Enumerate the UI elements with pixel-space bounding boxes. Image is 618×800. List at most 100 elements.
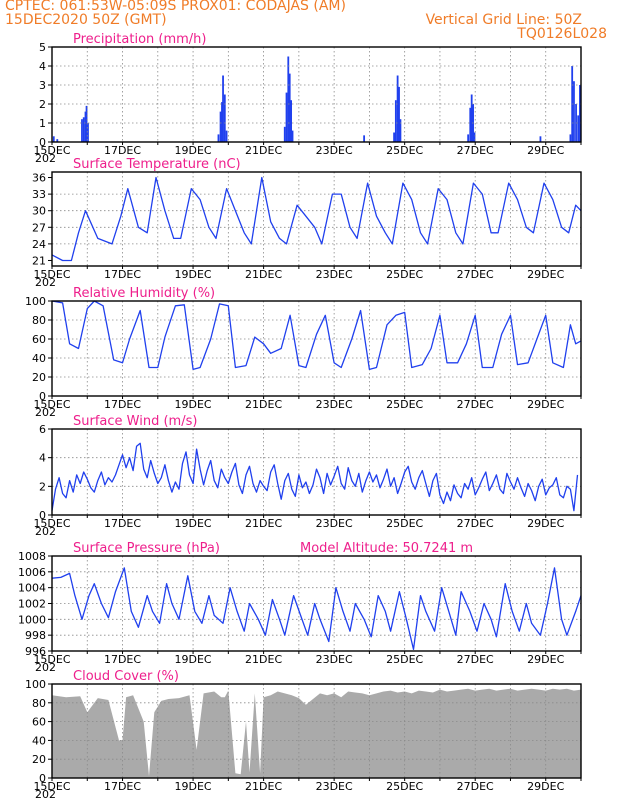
precip-bar: [467, 134, 470, 142]
x-tick-label: 17DEC: [104, 517, 141, 530]
x-year-label-clipped: 202: [35, 788, 56, 800]
x-tick-label: 25DEC: [386, 144, 423, 157]
y-tick-label: 1000: [18, 613, 46, 626]
precip-bar: [398, 86, 400, 142]
panel-0: 0 1 2 3 4 5 15DEC 17DEC 19DEC 21DEC 23DEC 25DEC 27DE…: [33, 32, 582, 165]
x-tick-label: 19DEC: [175, 398, 212, 411]
y-tick-label: 1: [39, 117, 46, 130]
y-tick-label: 0: [39, 772, 46, 785]
y-tick-label: 30: [32, 205, 46, 218]
precip-bar: [473, 132, 476, 142]
y-tick-label: 40: [32, 352, 46, 365]
y-tick-label: 6: [39, 423, 46, 436]
x-tick-label: 27DEC: [457, 398, 494, 411]
header-date-line: 15DEC2020 50Z (GMT): [5, 12, 167, 28]
x-tick-label: 25DEC: [386, 780, 423, 793]
x-tick-label: 19DEC: [175, 780, 212, 793]
x-tick-label: 23DEC: [316, 268, 353, 281]
x-tick-label: 27DEC: [457, 268, 494, 281]
y-tick-label: 998: [25, 629, 46, 642]
y-tick-label: 4: [39, 60, 46, 73]
x-tick-label: 25DEC: [386, 268, 423, 281]
x-tick-label: 19DEC: [175, 653, 212, 666]
header-model-code: TQ0126L028: [517, 26, 607, 42]
precip-bar: [82, 117, 85, 142]
series-line: [51, 300, 582, 371]
precip-bar: [579, 85, 581, 142]
x-tick-label: 15DEC: [33, 780, 70, 793]
x-tick-label: 21DEC: [245, 780, 282, 793]
precip-bar: [470, 94, 473, 142]
y-tick-label: 2: [39, 480, 46, 493]
y-tick-label: 20: [32, 753, 46, 766]
precip-bar: [87, 123, 89, 142]
x-tick-label: 15DEC: [33, 268, 70, 281]
x-tick-label: 23DEC: [316, 653, 353, 666]
x-tick-label: 17DEC: [104, 780, 141, 793]
x-year-label-clipped: 202: [35, 152, 56, 165]
precip-bar: [394, 100, 397, 142]
precip-bar: [577, 115, 580, 142]
panel-title: Surface Pressure (hPa): [73, 541, 220, 556]
x-tick-label: 29DEC: [527, 398, 564, 411]
y-tick-label: 3: [39, 79, 46, 92]
panel-4: 996 998 1000 1002 1004 1006 1008 15DEC 17DEC 19DE…: [18, 541, 582, 674]
panel-1: 21 24 27 30 33 36 15DEC 17DEC 19DEC 21DEC 23DEC 25D…: [32, 157, 582, 289]
y-tick-label: 0: [39, 136, 46, 149]
precip-bar: [221, 102, 223, 142]
precip-bar: [283, 126, 286, 142]
x-tick-label: 25DEC: [386, 398, 423, 411]
precip-bar: [363, 135, 366, 142]
panel-5: 0 20 40 60 80 100 15DEC 17DEC 19DEC 21DEC 23DEC 25D…: [25, 669, 582, 800]
panel-title: Surface Temperature (nC): [73, 157, 241, 172]
x-tick-label: 25DEC: [386, 653, 423, 666]
y-tick-label: 100: [25, 295, 46, 308]
panel-title: Relative Humidity (%): [73, 286, 215, 301]
y-tick-label: 27: [32, 221, 46, 234]
model-altitude-label: Model Altitude: 50.7241 m: [300, 541, 473, 556]
y-tick-label: 1006: [18, 566, 46, 579]
precip-bar: [217, 134, 220, 142]
precip-bar: [84, 111, 87, 142]
plot-frame: [51, 683, 582, 779]
y-tick-label: 20: [32, 371, 46, 384]
x-tick-label: 15DEC: [33, 144, 70, 157]
y-tick-label: 33: [32, 188, 46, 201]
x-tick-label: 17DEC: [104, 653, 141, 666]
precip-bar: [223, 94, 226, 142]
x-tick-label: 23DEC: [316, 144, 353, 157]
x-tick-label: 29DEC: [527, 268, 564, 281]
y-tick-label: 1004: [18, 582, 46, 595]
y-tick-label: 36: [32, 172, 46, 185]
x-tick-label: 27DEC: [457, 144, 494, 157]
x-tick-label: 17DEC: [104, 268, 141, 281]
x-tick-label: 27DEC: [457, 653, 494, 666]
precip-bar: [225, 130, 228, 142]
series-line: [51, 176, 582, 262]
x-tick-label: 17DEC: [104, 398, 141, 411]
x-tick-label: 23DEC: [316, 517, 353, 530]
x-tick-label: 21DEC: [245, 517, 282, 530]
precip-bar: [290, 100, 293, 142]
x-tick-label: 19DEC: [175, 268, 212, 281]
series-line: [51, 567, 582, 651]
precip-bar: [569, 134, 572, 142]
panel-3: 0 2 4 6 15DEC 17DEC 19DEC 21DEC 23DEC 25DEC 27DEC 2…: [33, 414, 582, 538]
y-tick-label: 4: [39, 452, 46, 465]
x-tick-label: 25DEC: [386, 517, 423, 530]
precip-bar: [287, 56, 290, 142]
x-tick-label: 21DEC: [245, 268, 282, 281]
precip-bar: [85, 105, 88, 142]
precip-bar: [399, 119, 402, 142]
y-tick-label: 0: [39, 509, 46, 522]
x-tick-label: 29DEC: [527, 144, 564, 157]
x-year-label-clipped: 202: [35, 525, 56, 538]
y-tick-label: 1008: [18, 550, 46, 563]
precip-bar: [573, 81, 575, 142]
series-line: [51, 442, 579, 512]
plot-frame: [51, 171, 582, 267]
plot-frame: [51, 300, 582, 397]
x-tick-label: 21DEC: [245, 653, 282, 666]
x-tick-label: 15DEC: [33, 517, 70, 530]
